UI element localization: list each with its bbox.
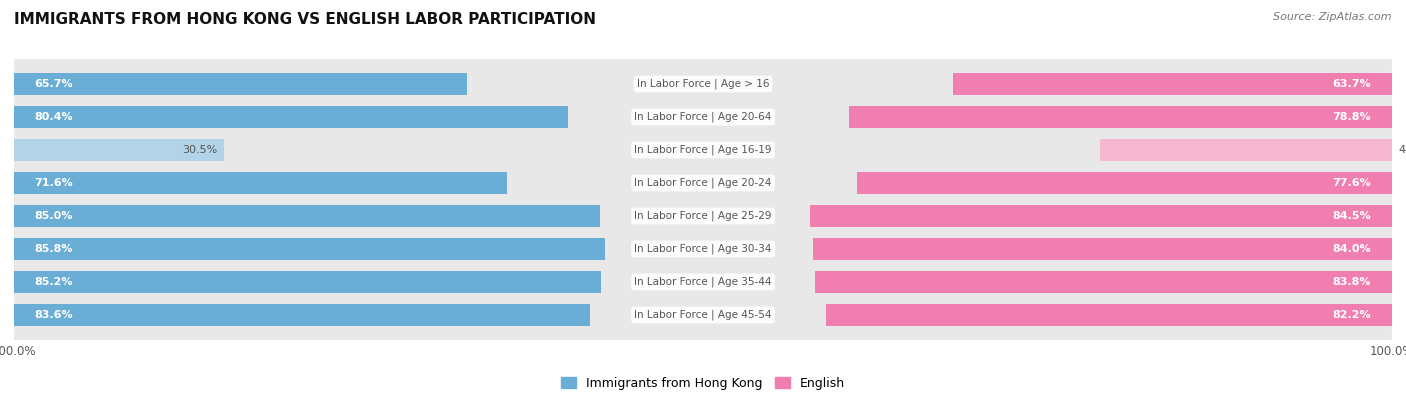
Bar	[849, 106, 1392, 128]
FancyBboxPatch shape	[14, 47, 1392, 121]
FancyBboxPatch shape	[14, 113, 1392, 187]
Bar	[825, 304, 1392, 326]
Text: 82.2%: 82.2%	[1333, 310, 1371, 320]
Text: 42.4%: 42.4%	[1399, 145, 1406, 155]
Text: In Labor Force | Age 16-19: In Labor Force | Age 16-19	[634, 145, 772, 155]
Text: In Labor Force | Age 45-54: In Labor Force | Age 45-54	[634, 310, 772, 320]
Bar	[813, 238, 1392, 260]
Bar	[14, 139, 224, 161]
Text: In Labor Force | Age 20-64: In Labor Force | Age 20-64	[634, 112, 772, 122]
Text: 63.7%: 63.7%	[1333, 79, 1371, 89]
Text: In Labor Force | Age > 16: In Labor Force | Age > 16	[637, 79, 769, 89]
Bar	[14, 106, 568, 128]
FancyBboxPatch shape	[14, 179, 1392, 253]
Text: In Labor Force | Age 25-29: In Labor Force | Age 25-29	[634, 211, 772, 221]
Text: 85.8%: 85.8%	[35, 244, 73, 254]
Text: 78.8%: 78.8%	[1333, 112, 1371, 122]
Bar	[814, 271, 1392, 293]
FancyBboxPatch shape	[14, 212, 1392, 286]
Text: 85.0%: 85.0%	[35, 211, 73, 221]
FancyBboxPatch shape	[14, 245, 1392, 319]
Bar	[953, 73, 1392, 95]
Text: 84.5%: 84.5%	[1333, 211, 1371, 221]
Bar	[14, 172, 508, 194]
Text: In Labor Force | Age 35-44: In Labor Force | Age 35-44	[634, 277, 772, 287]
Text: 80.4%: 80.4%	[35, 112, 73, 122]
Text: Source: ZipAtlas.com: Source: ZipAtlas.com	[1274, 12, 1392, 22]
Text: 84.0%: 84.0%	[1333, 244, 1371, 254]
Text: In Labor Force | Age 30-34: In Labor Force | Age 30-34	[634, 244, 772, 254]
Text: 85.2%: 85.2%	[35, 277, 73, 287]
Text: 83.6%: 83.6%	[35, 310, 73, 320]
FancyBboxPatch shape	[14, 80, 1392, 154]
Text: 71.6%: 71.6%	[35, 178, 73, 188]
Bar	[1099, 139, 1392, 161]
Text: 83.8%: 83.8%	[1333, 277, 1371, 287]
Text: 65.7%: 65.7%	[35, 79, 73, 89]
Bar	[14, 238, 605, 260]
Bar	[810, 205, 1392, 227]
Legend: Immigrants from Hong Kong, English: Immigrants from Hong Kong, English	[555, 372, 851, 395]
Bar	[14, 271, 600, 293]
Text: 77.6%: 77.6%	[1333, 178, 1371, 188]
FancyBboxPatch shape	[14, 146, 1392, 220]
Text: In Labor Force | Age 20-24: In Labor Force | Age 20-24	[634, 178, 772, 188]
FancyBboxPatch shape	[14, 278, 1392, 352]
Text: 30.5%: 30.5%	[181, 145, 218, 155]
Text: IMMIGRANTS FROM HONG KONG VS ENGLISH LABOR PARTICIPATION: IMMIGRANTS FROM HONG KONG VS ENGLISH LAB…	[14, 12, 596, 27]
Bar	[858, 172, 1392, 194]
Bar	[14, 205, 599, 227]
Bar	[14, 304, 591, 326]
Bar	[14, 73, 467, 95]
